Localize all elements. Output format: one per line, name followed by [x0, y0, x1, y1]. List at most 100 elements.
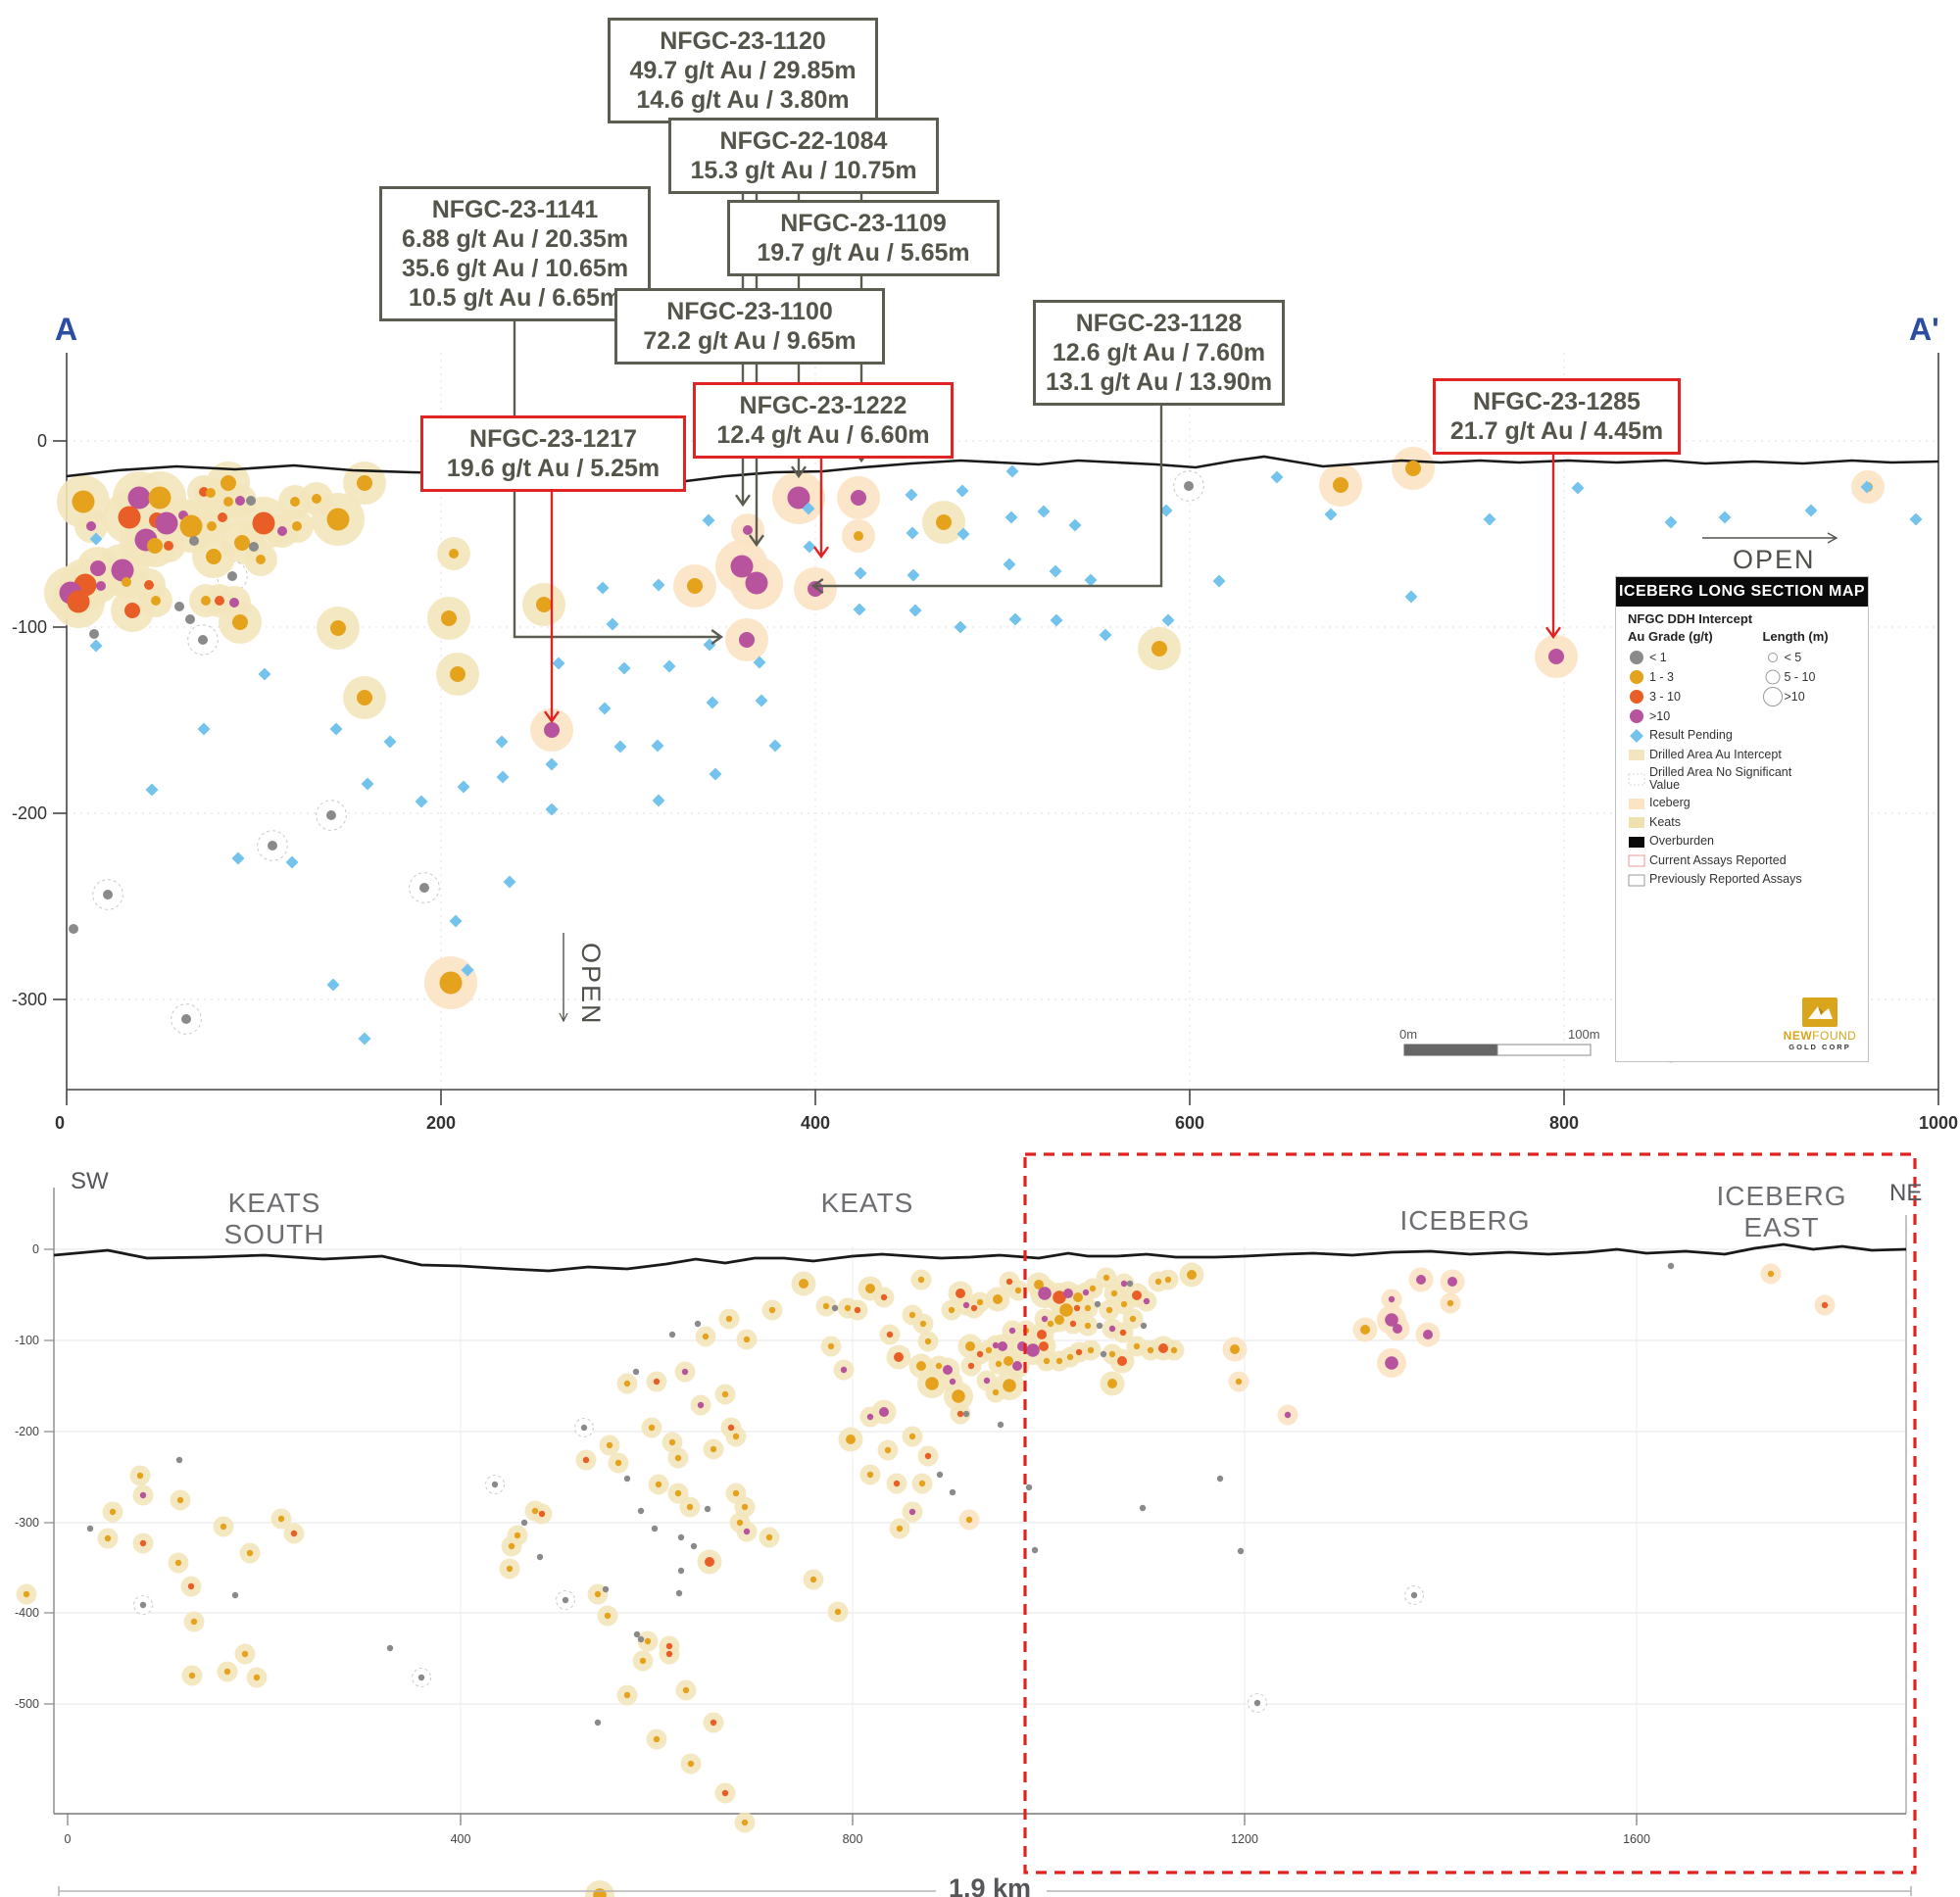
- assay-point-lt1: [198, 635, 208, 645]
- result-pending-diamond: [906, 526, 919, 540]
- assay-point-1-3: [687, 578, 703, 594]
- leader-arrowhead: [813, 546, 829, 559]
- scalebar-light-half: [1496, 1044, 1592, 1056]
- assay-point-3-10: [665, 1642, 673, 1650]
- assay-point-lt1: [632, 1368, 640, 1376]
- top-y-tick-label: -100: [12, 617, 47, 637]
- logo-new: NEW: [1783, 1029, 1813, 1043]
- assay-point-3-10: [653, 1378, 661, 1386]
- section-end-label: A': [1909, 312, 1939, 347]
- result-pending-diamond: [495, 735, 509, 749]
- assay-point-3-10: [144, 580, 154, 590]
- assay-point-gt10: [866, 1413, 874, 1421]
- assay-point-1-3: [743, 1336, 751, 1343]
- assay-point-1-3: [506, 1565, 514, 1573]
- assay-point-3-10: [1117, 1356, 1127, 1366]
- top-x-tick-label: 600: [1175, 1113, 1204, 1133]
- result-pending-diamond: [545, 803, 559, 816]
- assay-point-1-3: [206, 488, 216, 498]
- assay-point-lt1: [936, 1471, 944, 1479]
- top-x-tick-label: 1000: [1919, 1113, 1958, 1133]
- assay-point-1-3: [23, 1590, 30, 1598]
- assay-point-1-3: [1055, 1357, 1063, 1365]
- result-pending-diamond: [1483, 512, 1496, 526]
- result-pending-diamond: [956, 484, 969, 498]
- gridlines-layer: [54, 353, 1938, 1814]
- assay-point-1-3: [536, 597, 552, 612]
- iceberg-highlight-box: [1023, 1152, 1917, 1874]
- assay-point-lt1: [86, 1525, 94, 1532]
- result-pending-diamond: [606, 617, 619, 631]
- assay-point-gt10: [277, 526, 287, 536]
- result-pending-diamond: [545, 757, 559, 771]
- open-left-arrowhead: [559, 1012, 568, 1023]
- result-pending-diamond: [145, 783, 159, 797]
- assay-point-3-10: [854, 1306, 861, 1314]
- assay-point-gt10: [787, 486, 810, 510]
- result-pending-diamond: [702, 513, 715, 527]
- result-pending-diamond: [457, 780, 470, 794]
- assay-point-3-10: [880, 1293, 888, 1301]
- assay-point-1-3: [1107, 1379, 1117, 1388]
- result-pending-diamond: [954, 620, 967, 634]
- assay-point-3-10: [1821, 1301, 1829, 1309]
- bottom-x-tick-label: 0: [65, 1832, 72, 1846]
- assay-point-1-3: [312, 494, 321, 504]
- assay-point-3-10: [218, 512, 227, 522]
- result-pending-diamond: [326, 978, 340, 992]
- assay-point-gt10: [90, 560, 106, 576]
- result-pending-diamond: [905, 488, 918, 502]
- assay-point-1-3: [256, 555, 266, 564]
- assay-point-lt1: [185, 614, 195, 624]
- assay-point-1-3: [151, 596, 161, 606]
- callout-NFGC-23-1120: NFGC-23-1120 49.7 g/t Au / 29.85m 14.6 g/t…: [608, 18, 878, 123]
- assay-point-1-3: [1187, 1270, 1197, 1280]
- legend-item-black: Overburden: [1628, 832, 1868, 851]
- leader-arrowhead: [544, 710, 560, 724]
- assay-point-gt10: [127, 486, 151, 510]
- callout-line: NFGC-23-1100: [666, 298, 833, 325]
- distance-label: 1.9 km: [949, 1873, 1032, 1897]
- scalebar-right-label: 100m: [1568, 1027, 1600, 1042]
- top-y-tick-label: -300: [12, 990, 47, 1009]
- assay-point-3-10: [721, 1789, 729, 1797]
- callout-NFGC-22-1084: NFGC-22-1084 15.3 g/t Au / 10.75m: [668, 118, 939, 194]
- assay-point-1-3: [1087, 1346, 1095, 1354]
- top-y-tick-label: 0: [37, 431, 47, 451]
- assay-point-gt10: [697, 1401, 705, 1409]
- bottom-y-tick-label: -300: [15, 1516, 39, 1530]
- assay-point-1-3: [220, 1523, 227, 1531]
- section-start-label: A: [55, 312, 78, 347]
- assay-point-1-3: [176, 1496, 184, 1504]
- bottom-x-tick-label: 400: [451, 1832, 471, 1846]
- assay-point-gt10: [879, 1407, 889, 1417]
- callout-leader: [813, 394, 1163, 588]
- assay-point-lt1: [623, 1475, 631, 1483]
- legend-item-rows: Result Pending Drilled Area Au Intercept D…: [1616, 726, 1868, 890]
- assay-point-1-3: [965, 1341, 975, 1351]
- assay-point-1-3: [1043, 1357, 1051, 1365]
- assay-point-lt1: [1031, 1546, 1039, 1554]
- assay-point-1-3: [201, 596, 211, 606]
- legend-item-peach: Iceberg: [1628, 794, 1868, 813]
- assay-point-1-3: [1084, 1304, 1092, 1312]
- assay-point-1-3: [884, 1446, 892, 1454]
- assay-point-lt1: [637, 1635, 645, 1643]
- result-pending-diamond: [285, 855, 299, 869]
- callout-line: 12.6 g/t Au / 7.60m: [1052, 339, 1266, 366]
- result-pending-diamond: [1664, 515, 1678, 529]
- assay-point-3-10: [1005, 1278, 1013, 1286]
- diamond-swatch-icon: [1628, 728, 1649, 744]
- callout-line: 10.5 g/t Au / 6.65m: [408, 284, 622, 312]
- assay-point-1-3: [326, 508, 350, 531]
- assay-point-gt10: [730, 555, 754, 578]
- assay-point-1-3: [936, 514, 952, 530]
- assay-point-1-3: [206, 549, 221, 564]
- assay-point-1-3: [223, 497, 233, 507]
- assay-point-lt1: [1100, 1350, 1107, 1358]
- legend-item-redbox: Current Assays Reported: [1628, 851, 1868, 871]
- assay-point-lt1: [417, 1674, 425, 1681]
- legend-subtitle: NFGC DDH Intercept: [1628, 611, 1753, 626]
- leader-arrowhead: [710, 629, 724, 645]
